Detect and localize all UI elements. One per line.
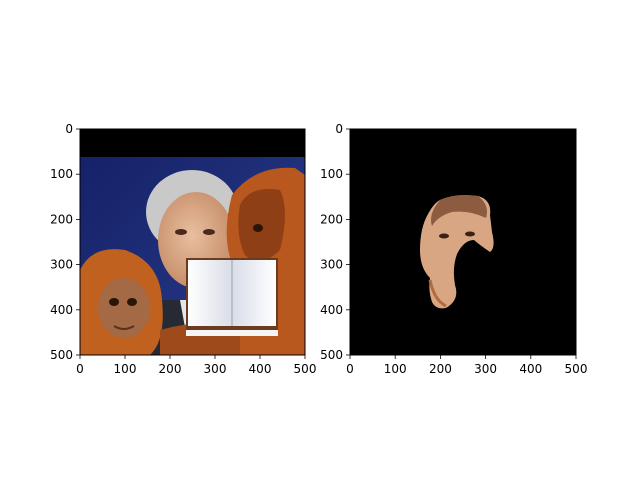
masked-image-xtick-label: 500 xyxy=(565,362,588,376)
original-image-xtick-label: 400 xyxy=(249,362,272,376)
masked-image-xtick-label: 400 xyxy=(519,362,542,376)
masked-image-frame xyxy=(349,128,577,356)
original-image-ytick-label: 500 xyxy=(50,348,73,362)
original-image-panel xyxy=(80,129,305,355)
masked-image-ytick-label: 100 xyxy=(320,167,343,181)
face-segment xyxy=(420,195,494,309)
masked-image-ytick-label: 0 xyxy=(335,122,343,136)
original-image-ytick-label: 0 xyxy=(65,122,73,136)
masked-image-panel xyxy=(350,129,576,355)
original-image-xtick-label: 300 xyxy=(204,362,227,376)
book-overlay xyxy=(186,258,278,336)
masked-image-ytick-label: 200 xyxy=(320,212,343,226)
original-image-ytick-label: 100 xyxy=(50,167,73,181)
original-image-xtick-label: 0 xyxy=(76,362,84,376)
original-image-ytick-label: 300 xyxy=(50,258,73,272)
original-image-xtick-label: 100 xyxy=(114,362,137,376)
masked-image-ytick-label: 300 xyxy=(320,258,343,272)
original-image-ytick-label: 400 xyxy=(50,303,73,317)
original-image-frame xyxy=(79,128,306,356)
original-image-ytick-label: 200 xyxy=(50,212,73,226)
masked-image-xtick-label: 100 xyxy=(384,362,407,376)
masked-image-ytick-label: 400 xyxy=(320,303,343,317)
top-black-band xyxy=(80,129,305,157)
masked-image-xtick-label: 200 xyxy=(429,362,452,376)
masked-image-xtick-label: 300 xyxy=(474,362,497,376)
masked-image-ytick-label: 500 xyxy=(320,348,343,362)
masked-image-xtick-label: 0 xyxy=(346,362,354,376)
original-image-xtick-label: 500 xyxy=(294,362,317,376)
orangutan-left-face xyxy=(98,278,150,338)
original-image-xtick-label: 200 xyxy=(159,362,182,376)
